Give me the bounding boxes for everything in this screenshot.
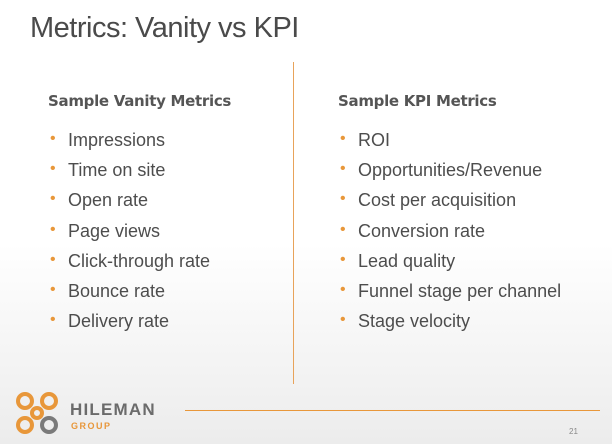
bullet: • xyxy=(340,280,346,298)
item-text: Stage velocity xyxy=(358,311,471,332)
logo-icon xyxy=(16,392,58,434)
list-item: • Stage velocity xyxy=(338,311,561,341)
list-item: • Funnel stage per channel xyxy=(338,281,561,311)
list-item: • Delivery rate xyxy=(48,311,231,341)
list-item: • Page views xyxy=(48,221,231,251)
list-item: • Impressions xyxy=(48,130,231,160)
item-text: Page views xyxy=(68,220,161,241)
list-item: • Cost per acquisition xyxy=(338,190,561,220)
column: Sample Vanity Metrics • Impressions • Time o… xyxy=(48,92,231,341)
bullet: • xyxy=(340,160,346,178)
column-heading: Sample KPI Metrics xyxy=(338,92,497,110)
column-heading: Sample Vanity Metrics xyxy=(48,92,232,110)
bullet: • xyxy=(50,160,56,178)
item-text: Conversion rate xyxy=(358,220,486,241)
bullet: • xyxy=(50,130,56,147)
logo-sub: GROUP xyxy=(71,421,112,431)
list-item: • Click-through rate xyxy=(48,251,231,281)
column: Sample KPI Metrics • ROI • Opportunities/Rev… xyxy=(338,92,561,341)
bullet: • xyxy=(50,250,56,268)
list-item: • Conversion rate xyxy=(338,221,561,251)
page-number: 21 xyxy=(569,427,578,436)
divider xyxy=(293,62,294,384)
item-text: Lead quality xyxy=(358,250,456,271)
item-text: Impressions xyxy=(68,130,166,150)
slide-title: Metrics: Vanity vs KPI xyxy=(30,12,299,44)
bullet: • xyxy=(340,220,346,238)
item-text: Cost per acquisition xyxy=(358,190,517,211)
logo-name: HILEMAN xyxy=(70,400,156,419)
bullet: • xyxy=(340,190,346,208)
item-text: Time on site xyxy=(68,160,166,181)
item-text: Open rate xyxy=(68,190,149,211)
bullet: • xyxy=(50,280,56,298)
bullet: • xyxy=(50,311,56,329)
list-item: • Lead quality xyxy=(338,251,561,281)
bullet: • xyxy=(340,311,346,329)
bullet: • xyxy=(50,190,56,208)
list-item: • Bounce rate xyxy=(48,281,231,311)
bullet: • xyxy=(340,250,346,268)
bullet: • xyxy=(50,220,56,238)
item-text: Bounce rate xyxy=(68,280,166,301)
list-item: • Time on site xyxy=(48,160,231,190)
item-text: Click-through rate xyxy=(68,250,211,271)
list-item: • ROI xyxy=(338,130,561,160)
item-text: ROI xyxy=(358,130,391,150)
footer-rule xyxy=(185,410,600,411)
list-item: • Open rate xyxy=(48,190,231,220)
list-item: • Opportunities/Revenue xyxy=(338,160,561,190)
item-text: Funnel stage per channel xyxy=(358,280,562,301)
bullet: • xyxy=(340,130,346,147)
item-text: Opportunities/Revenue xyxy=(358,160,543,181)
item-text: Delivery rate xyxy=(68,311,170,332)
